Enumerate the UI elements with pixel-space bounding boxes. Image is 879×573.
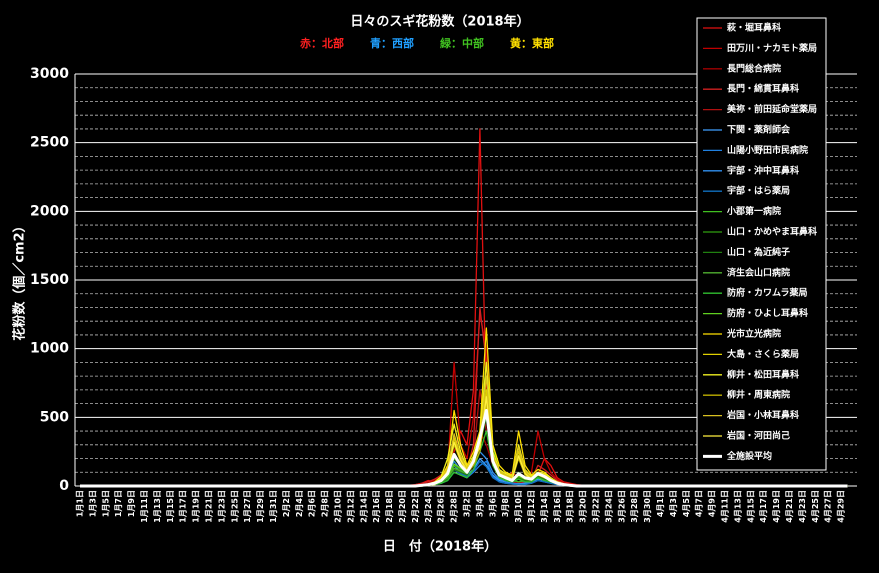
y-tick-label: 1500	[30, 272, 69, 288]
x-tick-label: 1月1日	[76, 490, 85, 517]
x-tick-label: 3月26日	[617, 490, 626, 523]
x-tick-label: 2月8日	[321, 490, 330, 517]
x-tick-label: 1月27日	[243, 490, 252, 523]
x-tick-label: 4月29日	[837, 490, 846, 523]
x-tick-label: 3月24日	[604, 490, 613, 523]
x-tick-label: 3月20日	[579, 490, 588, 523]
legend-label: 下関・薬剤師会	[727, 124, 791, 136]
region-note: 青：西部	[370, 36, 414, 50]
x-tick-label: 4月9日	[708, 490, 717, 517]
x-tick-label: 2月18日	[385, 490, 394, 523]
legend-label: 美祢・前田延命堂薬局	[727, 103, 817, 115]
legend-label: 柳井・周東病院	[727, 389, 790, 401]
x-tick-label: 1月9日	[127, 490, 136, 517]
x-tick-label: 3月4日	[475, 490, 484, 517]
x-tick-label: 1月31日	[269, 490, 278, 523]
legend-label: 長門総合病院	[727, 62, 781, 74]
y-tick-label: 2000	[30, 203, 69, 219]
legend-label: 山口・為近純子	[727, 246, 790, 258]
legend-label: 萩・堀耳鼻科	[726, 22, 781, 34]
x-tick-label: 2月14日	[359, 490, 368, 523]
legend-label: 岩国・小林耳鼻科	[726, 409, 799, 421]
x-tick-label: 3月6日	[488, 490, 497, 517]
legend-label: 済生会山口病院	[727, 266, 790, 278]
x-tick-label: 1月11日	[140, 490, 149, 523]
x-tick-label: 4月25日	[811, 490, 820, 523]
x-tick-label: 1月5日	[101, 490, 110, 517]
x-tick-label: 2月20日	[398, 490, 407, 523]
y-tick-label: 0	[59, 478, 69, 494]
legend-label: 宇部・はら薬局	[727, 185, 790, 197]
x-tick-label: 3月30日	[643, 490, 652, 523]
x-tick-label: 1月23日	[217, 490, 226, 523]
x-tick-label: 3月28日	[630, 490, 639, 523]
y-tick-label: 1000	[30, 341, 69, 357]
x-tick-label: 1月29日	[256, 490, 265, 523]
x-tick-label: 4月1日	[656, 490, 665, 517]
x-tick-label: 1月19日	[192, 490, 201, 523]
x-tick-label: 1月25日	[230, 490, 239, 523]
legend-label: 小郡第一病院	[726, 205, 781, 217]
series-line	[80, 408, 848, 488]
y-tick-label: 2500	[30, 135, 69, 151]
x-tick-label: 4月7日	[695, 490, 704, 517]
x-tick-label: 3月18日	[566, 490, 575, 523]
x-tick-label: 2月22日	[411, 490, 420, 523]
region-note: 緑：中部	[440, 36, 484, 50]
x-tick-label: 2月26日	[437, 490, 446, 523]
x-tick-label: 2月16日	[372, 490, 381, 523]
x-tick-label: 3月14日	[540, 490, 549, 523]
x-tick-label: 1月7日	[114, 490, 123, 517]
x-tick-label: 3月16日	[553, 490, 562, 523]
x-tick-label: 2月24日	[424, 490, 433, 523]
x-tick-label: 4月17日	[759, 490, 768, 523]
legend-label: 宇部・沖中耳鼻科	[727, 164, 799, 176]
legend-label: 光市立光病院	[726, 328, 781, 340]
x-tick-label: 2月4日	[295, 490, 304, 517]
x-tick-label: 1月13日	[153, 490, 162, 523]
x-tick-label: 3月8日	[501, 490, 510, 517]
x-tick-label: 4月21日	[785, 490, 794, 523]
x-axis-label: 日 付（2018年）	[383, 539, 497, 555]
x-tick-label: 3月10日	[514, 490, 523, 523]
x-tick-label: 1月17日	[179, 490, 188, 523]
x-tick-label: 4月13日	[733, 490, 742, 523]
legend-label: 田万川・ナカモト薬局	[727, 42, 817, 54]
x-tick-label: 3月2日	[463, 490, 472, 517]
y-axis-label: 花粉数（個／cm2）	[12, 219, 28, 340]
x-tick-label: 4月15日	[746, 490, 755, 523]
y-tick-label: 500	[40, 409, 69, 425]
x-tick-label: 4月5日	[682, 490, 691, 517]
x-tick-label: 2月6日	[308, 490, 317, 517]
legend-label: 山口・かめやま耳鼻科	[727, 226, 817, 238]
legend-label: 岩国・河田尚己	[726, 430, 790, 442]
x-tick-label: 1月15日	[166, 490, 175, 523]
y-tick-label: 3000	[30, 66, 69, 82]
legend-label: 大島・さくら薬局	[727, 348, 799, 360]
x-tick-label: 3月22日	[592, 490, 601, 523]
legend-label: 防府・ひよし耳鼻科	[727, 307, 808, 319]
chart-title: 日々のスギ花粉数（2018年）	[350, 14, 529, 30]
x-tick-label: 1月21日	[205, 490, 214, 523]
x-tick-label: 1月3日	[88, 490, 97, 517]
x-tick-label: 2月28日	[450, 490, 459, 523]
x-tick-label: 4月19日	[772, 490, 781, 523]
region-note: 赤：北部	[300, 36, 344, 50]
x-tick-label: 2月2日	[282, 490, 291, 517]
legend-label: 柳井・松田耳鼻科	[727, 368, 799, 380]
legend-label: 山陽小野田市民病院	[727, 144, 808, 156]
x-tick-label: 2月12日	[346, 490, 355, 523]
x-tick-label: 2月10日	[334, 490, 343, 523]
legend-label: 全施設平均	[726, 450, 772, 462]
legend-label: 防府・カワムラ薬局	[727, 287, 808, 299]
x-tick-label: 4月3日	[669, 490, 678, 517]
x-tick-label: 4月11日	[721, 490, 730, 523]
x-tick-label: 4月27日	[824, 490, 833, 523]
x-tick-label: 4月23日	[798, 490, 807, 523]
x-tick-label: 3月12日	[527, 490, 536, 523]
legend-label: 長門・綿貫耳鼻科	[727, 83, 799, 95]
region-note: 黄：東部	[510, 36, 554, 50]
legend-box	[696, 17, 827, 471]
